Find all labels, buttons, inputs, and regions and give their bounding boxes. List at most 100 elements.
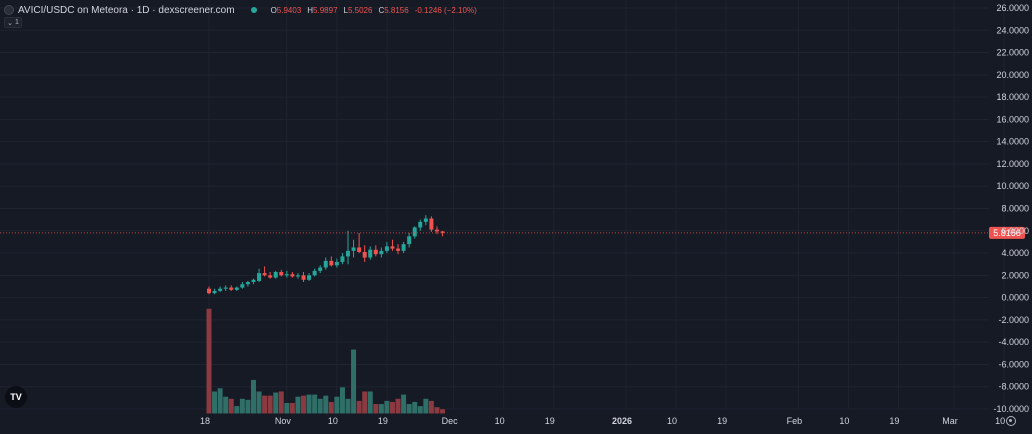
status-dot-icon xyxy=(250,7,257,13)
candle-body xyxy=(340,256,345,262)
chart-legend: AVICI/USDC on Meteora · 1D · dexscreener… xyxy=(4,3,477,17)
y-tick-label: 12.0000 xyxy=(996,159,1029,169)
y-tick-label: -8.0000 xyxy=(998,382,1029,392)
volume-bar xyxy=(384,400,390,414)
x-tick-label: Dec xyxy=(442,416,459,426)
volume-bar xyxy=(312,394,318,414)
candle-body xyxy=(423,218,428,222)
volume-bar xyxy=(323,395,329,414)
candle-body xyxy=(307,275,312,280)
candle-body xyxy=(218,288,223,291)
y-tick-label: -4.0000 xyxy=(998,337,1029,347)
tradingview-logo-icon[interactable]: TV xyxy=(5,386,27,408)
x-tick-label: 10 xyxy=(328,416,338,426)
gear-icon[interactable] xyxy=(1006,416,1016,426)
x-tick-label: Mar xyxy=(942,416,958,426)
y-tick-label: -2.0000 xyxy=(998,315,1029,325)
candle-body xyxy=(334,261,339,266)
candle-body xyxy=(434,229,439,232)
y-tick-label: 4.0000 xyxy=(1001,248,1029,258)
volume-bar xyxy=(334,396,340,414)
volume-bar xyxy=(223,396,229,414)
x-tick-label: 19 xyxy=(717,416,727,426)
candle-body xyxy=(257,273,262,281)
volume-bar xyxy=(412,401,418,414)
volume-bar xyxy=(239,398,245,414)
x-tick-label: 10 xyxy=(495,416,505,426)
volume-bar xyxy=(317,398,323,414)
volume-bar xyxy=(345,398,351,414)
volume-bar xyxy=(289,402,295,414)
price-axis[interactable]: 26.0000 24.0000 22.0000 20.0000 18.0000 16.00… xyxy=(993,3,1029,414)
y-tick-label: 8.0000 xyxy=(1001,204,1029,214)
candle-body xyxy=(290,274,295,277)
candle-body xyxy=(245,282,250,285)
candle-body xyxy=(318,267,323,271)
volume-bar xyxy=(284,402,290,414)
time-axis[interactable]: 18 Nov 10 19 Dec 10 19 2026 10 19 Feb 10 19 Mar 10 xyxy=(200,416,1005,426)
candle-body xyxy=(268,275,273,278)
y-tick-label: 10.0000 xyxy=(996,181,1029,191)
y-tick-label: 24.0000 xyxy=(996,25,1029,35)
candle-body xyxy=(229,287,234,290)
volume-bar xyxy=(301,395,307,414)
volume-bar xyxy=(406,404,412,414)
ohlc-values: O5.9403 H5.9897 L5.5026 C5.8156 -0.1246 … xyxy=(271,6,477,15)
candle-body xyxy=(234,287,239,290)
x-tick-label: 10 xyxy=(839,416,849,426)
candle-layer xyxy=(207,215,445,295)
volume-bar xyxy=(212,391,218,414)
y-tick-label: 6.0000 xyxy=(1001,226,1029,236)
candle-body xyxy=(329,260,334,266)
volume-bar xyxy=(245,399,251,414)
candle-body xyxy=(396,248,401,251)
volume-bar xyxy=(440,409,446,414)
volume-bar xyxy=(401,394,407,414)
volume-bar xyxy=(351,349,357,414)
candle-body xyxy=(240,284,245,288)
candle-body xyxy=(223,287,228,289)
y-tick-label: 18.0000 xyxy=(996,92,1029,102)
candle-body xyxy=(412,227,417,237)
volume-bar xyxy=(434,407,440,414)
volume-bar xyxy=(328,401,334,414)
y-tick-label: -10.0000 xyxy=(993,404,1029,414)
candle-body xyxy=(279,271,284,276)
chart-title[interactable]: AVICI/USDC on Meteora · 1D · dexscreener… xyxy=(18,4,235,16)
y-tick-label: 14.0000 xyxy=(996,137,1029,147)
volume-bar xyxy=(206,308,212,414)
volume-bar xyxy=(228,398,234,414)
candle-body xyxy=(323,260,328,268)
x-tick-label: 10 xyxy=(995,416,1005,426)
y-tick-label: -6.0000 xyxy=(998,359,1029,369)
x-tick-label: Nov xyxy=(275,416,292,426)
candle-body xyxy=(407,236,412,245)
candle-body xyxy=(362,251,367,258)
x-tick-label: 18 xyxy=(200,416,210,426)
last-price-label: 5.8156 xyxy=(993,228,1021,238)
x-tick-label: 10 xyxy=(667,416,677,426)
candle-body xyxy=(284,274,289,276)
ohlc-change: -0.1246 (−2.10%) xyxy=(414,5,477,15)
candle-body xyxy=(440,231,445,233)
candle-body xyxy=(262,273,267,276)
candle-body xyxy=(418,221,423,228)
token-icon[interactable] xyxy=(4,5,14,15)
volume-bar xyxy=(423,398,429,414)
candle-body xyxy=(273,271,278,278)
volume-bar xyxy=(250,379,256,414)
y-tick-label: 16.0000 xyxy=(996,114,1029,124)
y-tick-label: 26.0000 xyxy=(996,3,1029,13)
candle-body xyxy=(368,249,373,258)
legend-collapse-button[interactable]: ⌄ 1 xyxy=(4,17,22,28)
x-tick-label: 19 xyxy=(378,416,388,426)
volume-bar xyxy=(267,395,273,414)
volume-bar xyxy=(256,391,262,414)
x-tick-label: 19 xyxy=(889,416,899,426)
last-price-badge xyxy=(989,226,1025,239)
candle-body xyxy=(251,279,256,283)
volume-bar xyxy=(278,391,284,414)
last-price-layer: 5.8156 xyxy=(0,226,1025,239)
